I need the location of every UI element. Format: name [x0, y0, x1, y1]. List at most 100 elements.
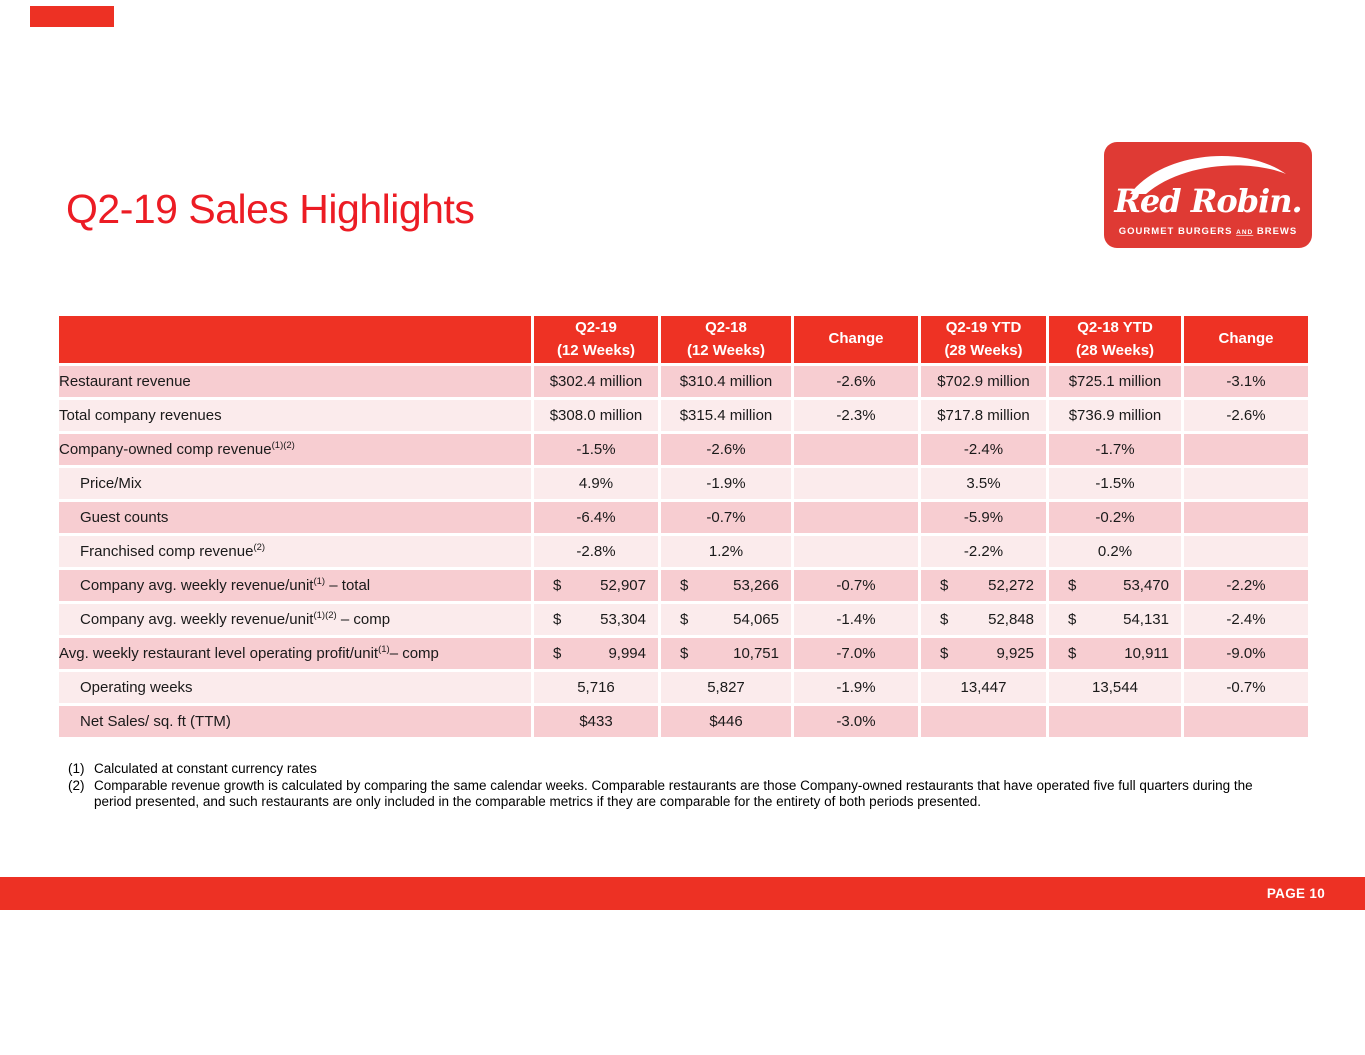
table-cell: $433	[531, 703, 661, 740]
footnote-1: (1) Calculated at constant currency rate…	[68, 761, 1258, 778]
row-label: Avg. weekly restaurant level operating p…	[56, 635, 534, 672]
table-cell: -1.5%	[531, 431, 661, 468]
table-cell: -0.2%	[1046, 499, 1184, 536]
table-cell: -1.9%	[791, 669, 921, 706]
table-cell: $308.0 million	[531, 397, 661, 434]
table-cell: 1.2%	[658, 533, 794, 570]
table-cell: $717.8 million	[918, 397, 1049, 434]
table-cell: 13,544	[1046, 669, 1184, 706]
table-header: Q2-19 (12 Weeks) Q2-18 (12 Weeks) Change Q2-1…	[56, 313, 1311, 366]
footnotes: (1) Calculated at constant currency rate…	[68, 761, 1258, 811]
table-cell: $9,925	[918, 635, 1049, 672]
table-row: Franchised comp revenue(2) -2.8% 1.2% -2.2%…	[56, 533, 1311, 570]
table-cell	[791, 499, 921, 536]
table-cell: $52,848	[918, 601, 1049, 638]
column-header: Q2-19 YTD (28 Weeks)	[918, 313, 1049, 366]
top-left-accent-bar	[30, 6, 114, 27]
table-cell: -2.2%	[1181, 567, 1311, 604]
logo-swoosh-icon	[1130, 155, 1286, 194]
table-cell: -1.5%	[1046, 465, 1184, 502]
table-cell: $10,911	[1046, 635, 1184, 672]
table-cell: $310.4 million	[658, 363, 794, 400]
table-cell: -3.0%	[791, 703, 921, 740]
table-cell: $53,470	[1046, 567, 1184, 604]
logo-tagline-and: AND	[1236, 229, 1253, 236]
table-cell: -2.2%	[918, 533, 1049, 570]
table-cell: -6.4%	[531, 499, 661, 536]
page-title: Q2-19 Sales Highlights	[66, 186, 475, 232]
row-label: Price/Mix	[56, 465, 534, 502]
table-cell: 4.9%	[531, 465, 661, 502]
table-cell: -0.7%	[791, 567, 921, 604]
column-header: Q2-18 YTD (28 Weeks)	[1046, 313, 1184, 366]
table-cell	[1181, 533, 1311, 570]
table-cell: -1.7%	[1046, 431, 1184, 468]
table-cell	[918, 703, 1049, 740]
table-cell: -3.1%	[1181, 363, 1311, 400]
table-row: Operating weeks 5,716 5,827 -1.9% 13,447 13,5…	[56, 669, 1311, 706]
table-cell: $53,266	[658, 567, 794, 604]
table-cell: -2.6%	[1181, 397, 1311, 434]
row-label: Company avg. weekly revenue/unit(1) – to…	[56, 567, 534, 604]
table-cell: $54,065	[658, 601, 794, 638]
table-row: Company-owned comp revenue(1)(2) -1.5% -2.…	[56, 431, 1311, 468]
footnote-text: Calculated at constant currency rates	[94, 761, 317, 776]
footnote-number: (1)	[68, 761, 85, 776]
row-label: Company-owned comp revenue(1)(2)	[56, 431, 534, 468]
table-cell: 3.5%	[918, 465, 1049, 502]
footnote-number: (2)	[68, 777, 85, 793]
table-cell: 5,716	[531, 669, 661, 706]
table-row: Total company revenues $308.0 million $315…	[56, 397, 1311, 434]
table-cell: -5.9%	[918, 499, 1049, 536]
logo-tagline-gourmet-burgers: GOURMET BURGERS	[1119, 226, 1236, 237]
table-cell: $302.4 million	[531, 363, 661, 400]
table-cell: $52,272	[918, 567, 1049, 604]
table-cell	[791, 465, 921, 502]
table-cell: $736.9 million	[1046, 397, 1184, 434]
table-cell: -2.4%	[1181, 601, 1311, 638]
column-header: Q2-18 (12 Weeks)	[658, 313, 794, 366]
column-header: Change	[791, 313, 921, 366]
table-cell	[1181, 465, 1311, 502]
table-cell: 0.2%	[1046, 533, 1184, 570]
table-row: Price/Mix 4.9% -1.9% 3.5% -1.5%	[56, 465, 1311, 502]
table-cell: $725.1 million	[1046, 363, 1184, 400]
logo-wordmark: Red Robin.	[1113, 182, 1301, 220]
table-cell: -0.7%	[1181, 669, 1311, 706]
sales-highlights-table-wrap: Q2-19 (12 Weeks) Q2-18 (12 Weeks) Change Q2-1…	[56, 313, 1311, 740]
sales-highlights-table: Q2-19 (12 Weeks) Q2-18 (12 Weeks) Change Q2-1…	[56, 313, 1311, 740]
table-row: Company avg. weekly revenue/unit(1) – to…	[56, 567, 1311, 604]
table-cell: -2.6%	[791, 363, 921, 400]
table-cell	[1181, 499, 1311, 536]
table-corner-cell	[56, 313, 534, 366]
logo-tagline-brews: BREWS	[1253, 226, 1297, 237]
table-cell: -7.0%	[791, 635, 921, 672]
column-header: Change	[1181, 313, 1311, 366]
table-cell: $53,304	[531, 601, 661, 638]
table-cell: $9,994	[531, 635, 661, 672]
row-label: Restaurant revenue	[56, 363, 534, 400]
table-cell: -1.9%	[658, 465, 794, 502]
table-row: Restaurant revenue $302.4 million $310.4 m…	[56, 363, 1311, 400]
column-header: Q2-19 (12 Weeks)	[531, 313, 661, 366]
page-number: PAGE 10	[1266, 886, 1325, 901]
row-label: Net Sales/ sq. ft (TTM)	[56, 703, 534, 740]
table-cell: 5,827	[658, 669, 794, 706]
table-cell: $52,907	[531, 567, 661, 604]
table-row: Net Sales/ sq. ft (TTM) $433 $446 -3.0%	[56, 703, 1311, 740]
table-cell: $446	[658, 703, 794, 740]
table-cell	[1046, 703, 1184, 740]
table-cell: -9.0%	[1181, 635, 1311, 672]
logo-badge	[1104, 142, 1312, 248]
row-label: Franchised comp revenue(2)	[56, 533, 534, 570]
footer-bar: PAGE 10	[0, 877, 1365, 910]
table-cell: -2.8%	[531, 533, 661, 570]
table-cell: -2.4%	[918, 431, 1049, 468]
table-cell: -0.7%	[658, 499, 794, 536]
table-row: Company avg. weekly revenue/unit(1)(2) –…	[56, 601, 1311, 638]
table-cell	[791, 431, 921, 468]
table-row: Avg. weekly restaurant level operating p…	[56, 635, 1311, 672]
table-row: Guest counts -6.4% -0.7% -5.9% -0.2%	[56, 499, 1311, 536]
red-robin-logo: Red Robin. GOURMET BURGERS AND BREWS	[1104, 142, 1312, 248]
row-label: Operating weeks	[56, 669, 534, 706]
